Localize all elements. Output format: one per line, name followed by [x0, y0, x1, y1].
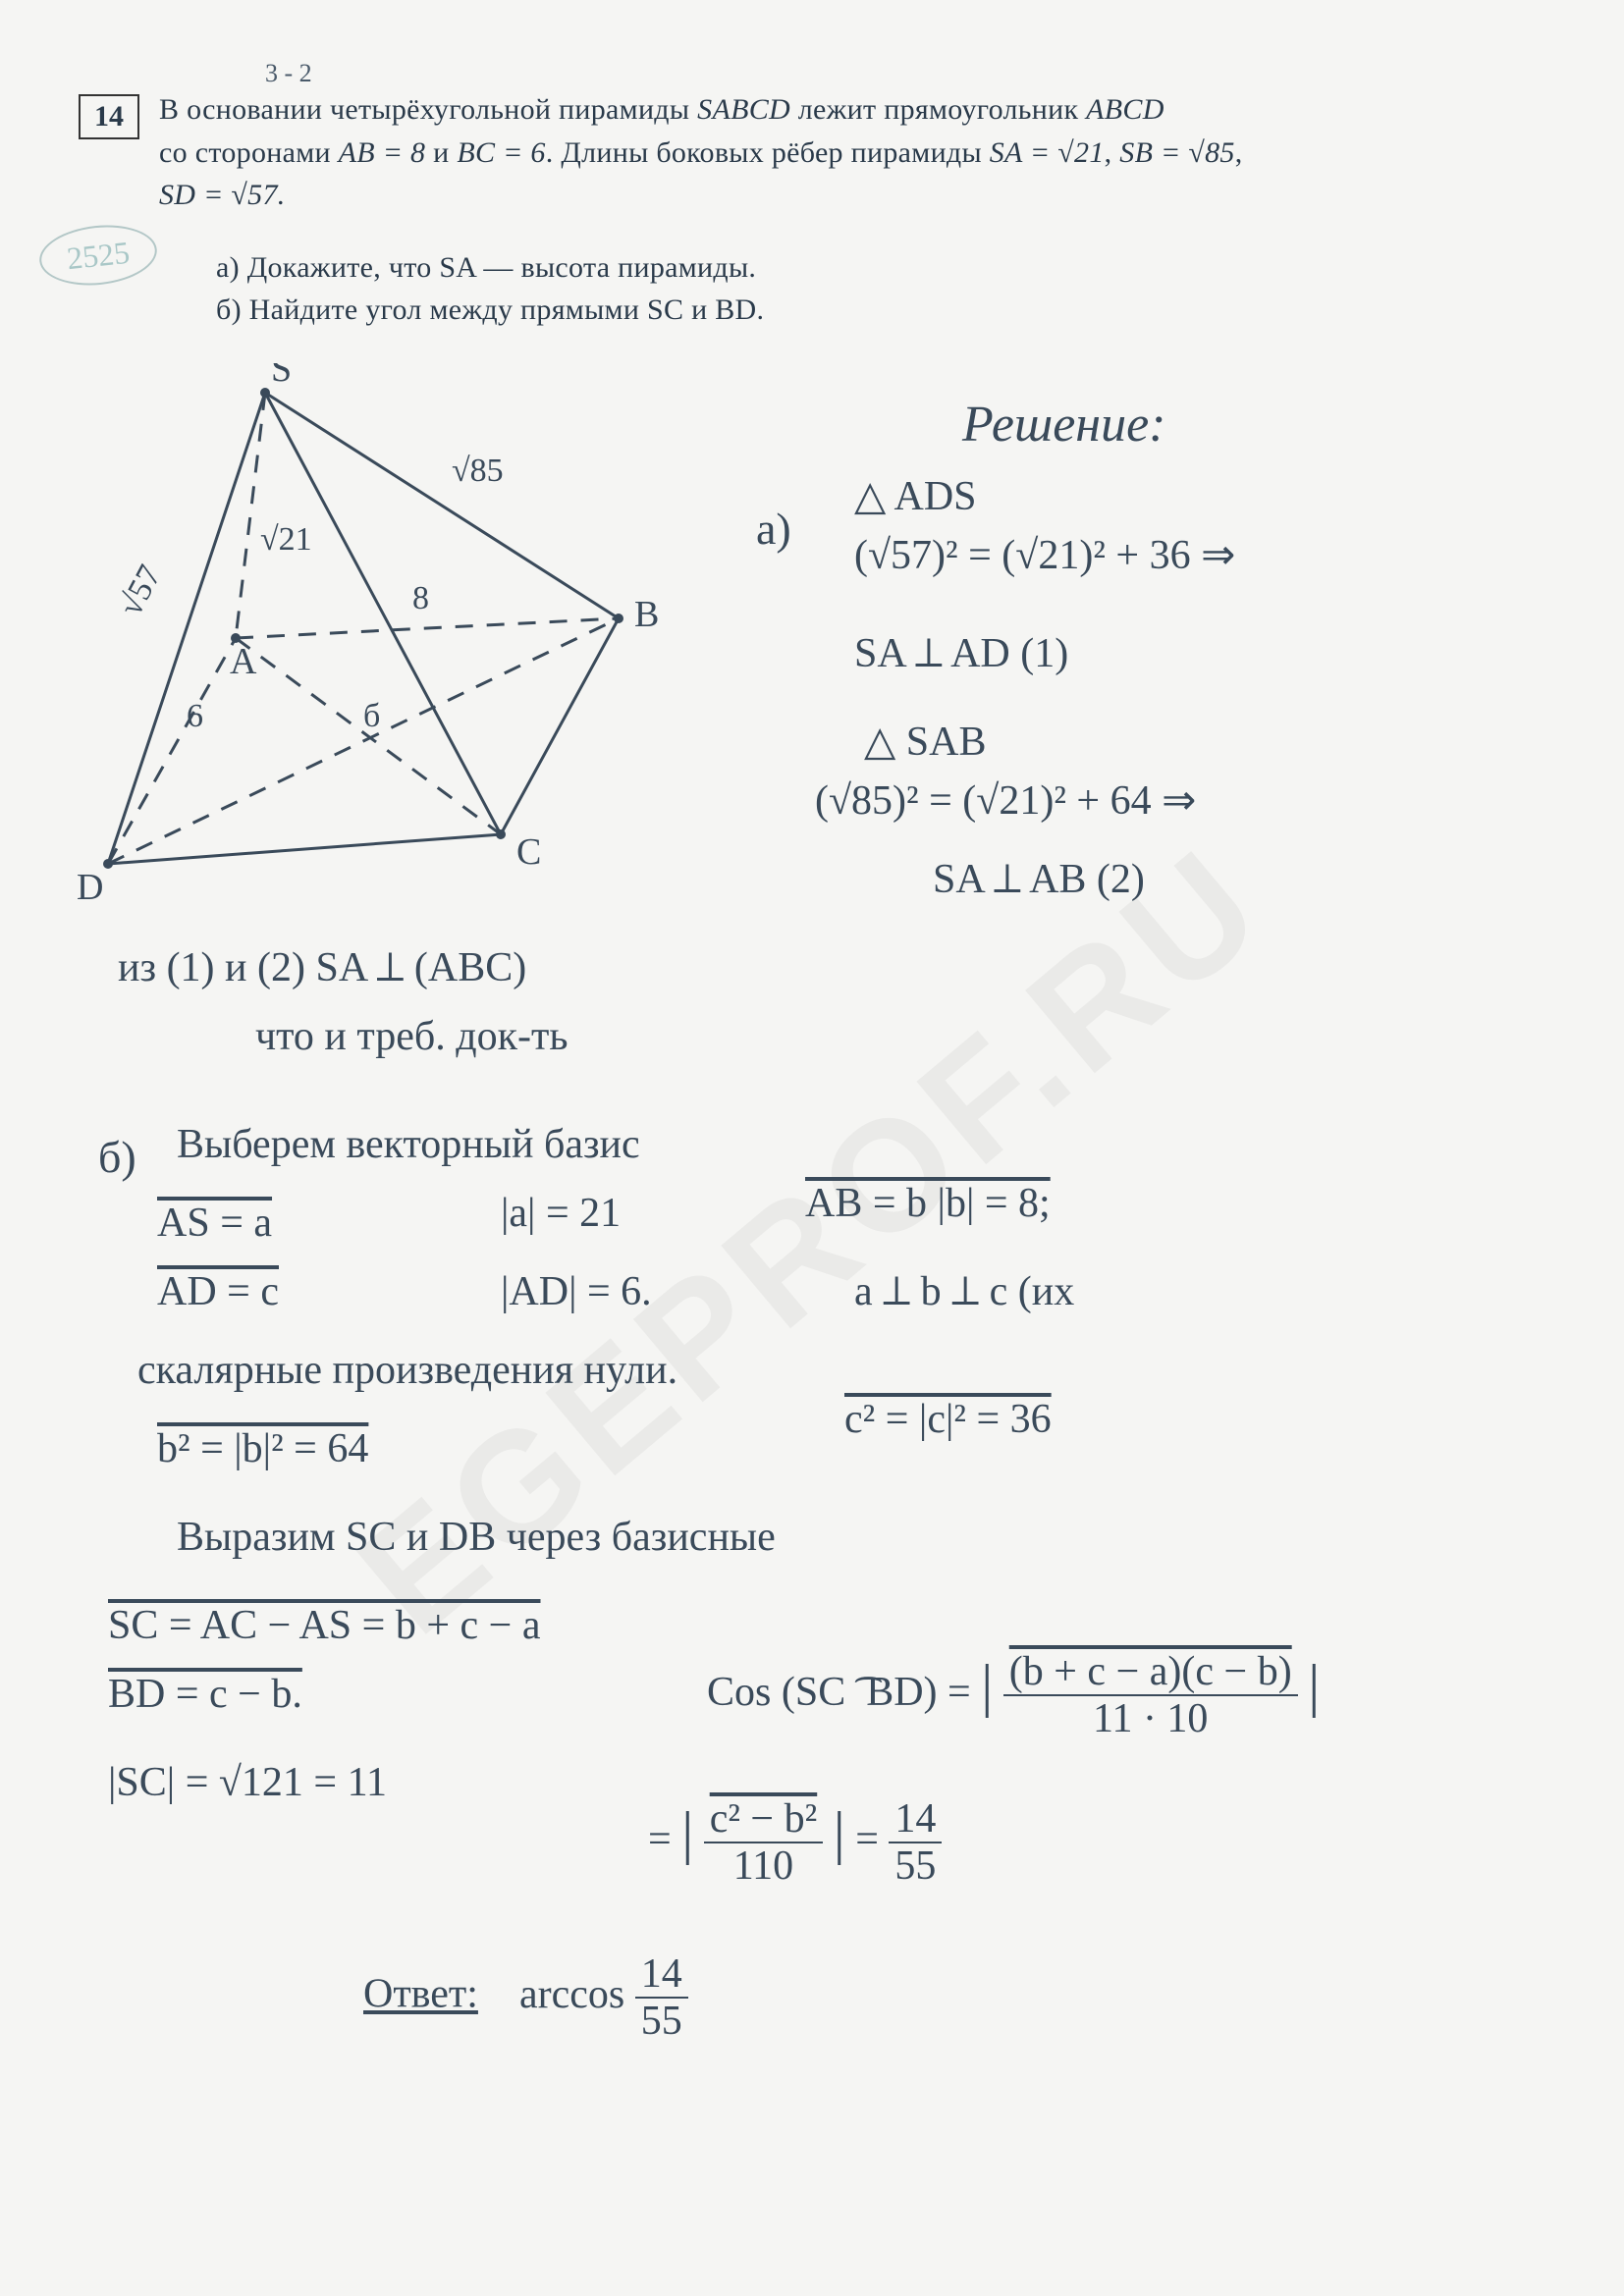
edge-label-S-A: √21 [260, 521, 312, 558]
b-label: б) [98, 1129, 136, 1186]
page-container: 3 - 2 14 В основании четырёхугольной пир… [0, 0, 1624, 2296]
problem-number-box: 14 [79, 94, 139, 139]
b-ad-len: |AD| = 6. [501, 1266, 652, 1318]
b-bd: BD = c − b. [108, 1669, 302, 1721]
b-scalar: скалярные произведения нули. [137, 1345, 677, 1397]
stmt-abcd: ABCD [1086, 93, 1164, 126]
problem-statement: В основании четырёхугольной пирамиды SAB… [159, 88, 1243, 217]
edge-A-C [236, 638, 501, 834]
a-label: а) [756, 501, 791, 558]
cos2-num: c² − b² [704, 1798, 824, 1843]
stmt-1b: лежит прямоугольник [790, 93, 1086, 126]
b-b2: b² = |b|² = 64 [157, 1423, 368, 1475]
edge-S-D [108, 393, 265, 864]
node-label-S: S [271, 363, 292, 390]
edge-label-D-A: 6 [187, 698, 203, 734]
a-line3: SA ⟂ AD (1) [854, 628, 1068, 680]
a-concl1: из (1) и (2) SA ⟂ (ABC) [118, 942, 526, 994]
node-D [103, 859, 113, 869]
result-num: 14 [889, 1798, 942, 1843]
answer: Ответ: arccos 1455 [363, 1953, 688, 2042]
cos-den: 11 · 10 [1093, 1696, 1208, 1739]
b-cos2: = | c² − b² 110 | = 14 55 [648, 1796, 942, 1887]
tasks: а) Докажите, что SA — высота пирамиды. б… [216, 246, 1545, 332]
cos-eq1: = [648, 1817, 681, 1862]
problem-header: 14 В основании четырёхугольной пирамиды … [79, 88, 1545, 217]
edge-label-S-D: √57 [112, 560, 168, 622]
task-a: а) Докажите, что SA — высота пирамиды. [216, 246, 1545, 290]
edge-A-B [236, 618, 619, 638]
answer-label: Ответ: [363, 1972, 478, 2017]
edge-D-B [108, 618, 619, 864]
stmt-1: В основании четырёхугольной пирамиды [159, 93, 697, 126]
a-line2: (√57)² = (√21)² + 36 ⇒ [854, 530, 1235, 582]
a-concl2: что и треб. док-ть [255, 1011, 568, 1063]
stmt-2a: со сторонами [159, 136, 339, 169]
stmt-sb: SB = √85 [1119, 136, 1234, 169]
stmt-2b: . Длины боковых рёбер пирамиды [546, 136, 990, 169]
solution-title: Решение: [962, 393, 1166, 456]
b-line1: Выберем векторный базис [177, 1119, 640, 1171]
a-line1: △ ADS [854, 471, 977, 523]
stmt-and1: и [425, 136, 457, 169]
task-b: б) Найдите угол между прямыми SC и BD. [216, 289, 1545, 332]
edge-C-D [108, 834, 501, 864]
b-cos: Cos (SC ͡ BD) = | (b + c − a)(c − b) 11 … [707, 1649, 1320, 1739]
b-as: AS = a [157, 1198, 272, 1250]
top-annotation: 3 - 2 [265, 59, 312, 88]
b-ab: AB = b |b| = 8; [805, 1178, 1051, 1230]
b-perp: a ⟂ b ⟂ c (их [854, 1266, 1074, 1318]
node-S [260, 388, 270, 398]
node-C [496, 829, 506, 839]
node-label-B: B [634, 594, 659, 635]
a-line5: (√85)² = (√21)² + 64 ⇒ [815, 775, 1196, 828]
result-den: 55 [894, 1843, 936, 1887]
stmt-ab: AB = 8 [339, 136, 426, 169]
b-ad: AD = c [157, 1266, 279, 1318]
stmt-sabcd: SABCD [697, 93, 790, 126]
stmt-bc: BC = 6 [457, 136, 545, 169]
edge-label-S-B: √85 [452, 453, 504, 489]
cos-eq2: = [855, 1817, 889, 1862]
cos2-den: 110 [733, 1843, 793, 1887]
b-a-len: |a| = 21 [501, 1188, 621, 1240]
edge-B-C [501, 618, 619, 834]
cos-lhs: Cos (SC ͡ BD) = [707, 1670, 981, 1715]
node-label-D: D [77, 867, 103, 908]
node-label-C: C [516, 831, 541, 873]
cos-num: (b + c − a)(c − b) [1003, 1651, 1298, 1696]
stmt-sa: SA = √21 [990, 136, 1105, 169]
edge-S-B [265, 393, 619, 618]
b-c2: c² = |c|² = 36 [844, 1394, 1052, 1446]
b-express: Выразим SC и DB через базисные [177, 1512, 776, 1564]
a-line6: SA ⟂ AB (2) [933, 854, 1145, 906]
answer-value: arccos 1455 [519, 1972, 688, 2017]
node-label-A: A [230, 641, 257, 682]
edge-S-A [236, 393, 265, 638]
edge-label-A-B: 8 [412, 580, 429, 616]
stamp: 2525 [36, 220, 160, 291]
stmt-comma: , [1105, 136, 1120, 169]
b-sc-len: |SC| = √121 = 11 [108, 1757, 387, 1809]
node-B [614, 614, 623, 623]
a-line4: △ SAB [864, 717, 987, 769]
stmt-sd: SD = √57. [159, 179, 286, 211]
pyramid-diagram: S A B C D √21 √85 √57 8 6 б [69, 363, 697, 913]
b-sc: SC = AC − AS = b + c − a [108, 1600, 541, 1652]
edge-label-A-C: б [363, 698, 380, 734]
